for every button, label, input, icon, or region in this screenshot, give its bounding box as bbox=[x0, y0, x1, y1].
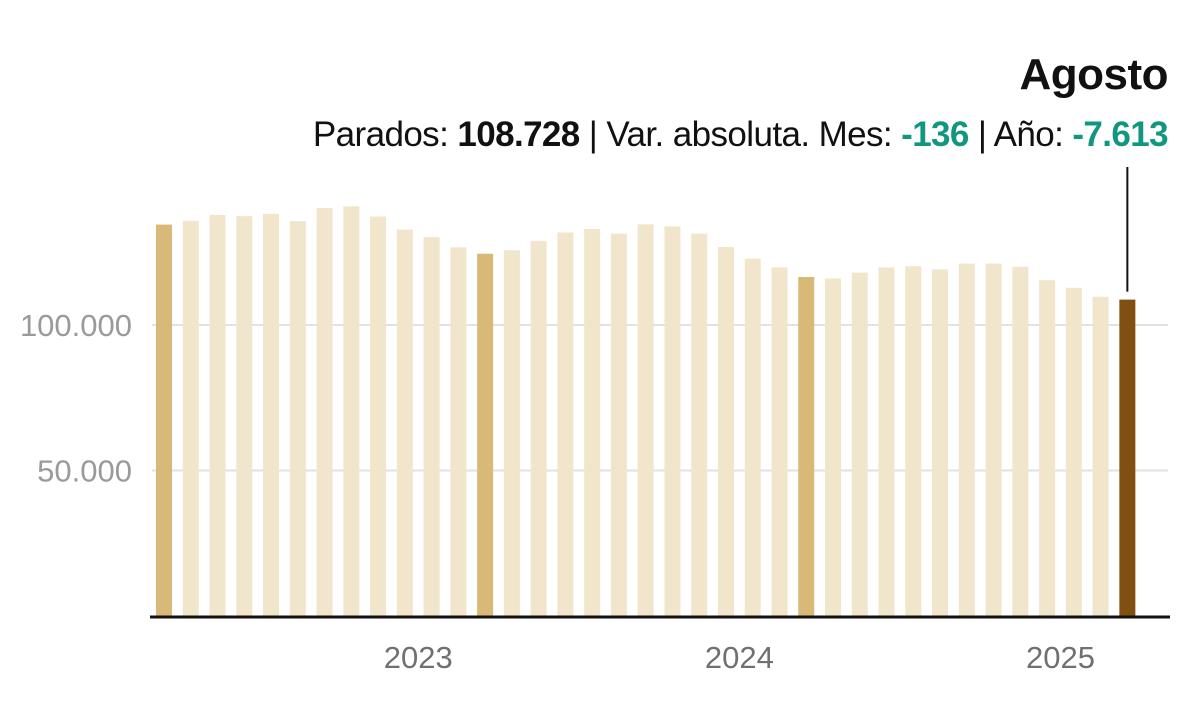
bar bbox=[878, 267, 895, 616]
bar bbox=[289, 221, 306, 616]
bar bbox=[584, 228, 601, 616]
bar bbox=[236, 216, 253, 616]
bar bbox=[450, 247, 467, 617]
current-month-title: Agosto bbox=[1019, 50, 1168, 99]
bar bbox=[744, 258, 761, 616]
bar bbox=[1092, 296, 1109, 616]
bar bbox=[557, 232, 574, 616]
bar bbox=[1012, 266, 1029, 616]
x-tick-label: 2025 bbox=[1026, 640, 1095, 675]
bar bbox=[316, 208, 333, 616]
bar bbox=[610, 233, 627, 616]
y-tick-label: 100.000 bbox=[20, 308, 132, 343]
bar bbox=[396, 229, 413, 616]
bar bbox=[637, 224, 654, 616]
y-tick-label: 50.000 bbox=[37, 454, 132, 489]
bar bbox=[182, 220, 199, 616]
bar bbox=[905, 266, 922, 616]
bar bbox=[263, 213, 280, 616]
bar bbox=[530, 240, 547, 616]
bar bbox=[477, 253, 494, 616]
x-tick-label: 2024 bbox=[705, 640, 774, 675]
bar bbox=[209, 215, 226, 616]
bar bbox=[985, 263, 1002, 616]
bar bbox=[423, 237, 440, 617]
bar-current bbox=[1119, 299, 1136, 616]
parados-value: 108.728 bbox=[457, 115, 580, 154]
bar bbox=[664, 226, 681, 616]
bar bbox=[1039, 280, 1056, 616]
bar bbox=[343, 206, 360, 616]
bar bbox=[503, 250, 520, 616]
bar bbox=[370, 216, 387, 616]
bar bbox=[771, 267, 788, 616]
parados-label: Parados: bbox=[312, 115, 458, 154]
yearly-variation-label: | Año: bbox=[968, 115, 1073, 154]
yearly-variation-value: -7.613 bbox=[1072, 115, 1168, 154]
bar bbox=[156, 224, 172, 617]
bar bbox=[798, 276, 815, 616]
bar bbox=[932, 269, 949, 616]
bar bbox=[851, 272, 868, 616]
stats-line: Parados: 108.728 | Var. absoluta. Mes: -… bbox=[312, 114, 1169, 156]
monthly-variation-label: | Var. absoluta. Mes: bbox=[579, 115, 902, 154]
bar bbox=[1065, 287, 1082, 616]
bar bbox=[958, 263, 975, 616]
bar bbox=[717, 247, 734, 616]
bar bbox=[691, 233, 708, 616]
monthly-variation-value: -136 bbox=[901, 115, 969, 154]
bar bbox=[825, 278, 841, 616]
x-tick-label: 2023 bbox=[384, 640, 453, 675]
chart-header: Agosto Parados: 108.728 | Var. absoluta.… bbox=[312, 50, 1169, 156]
